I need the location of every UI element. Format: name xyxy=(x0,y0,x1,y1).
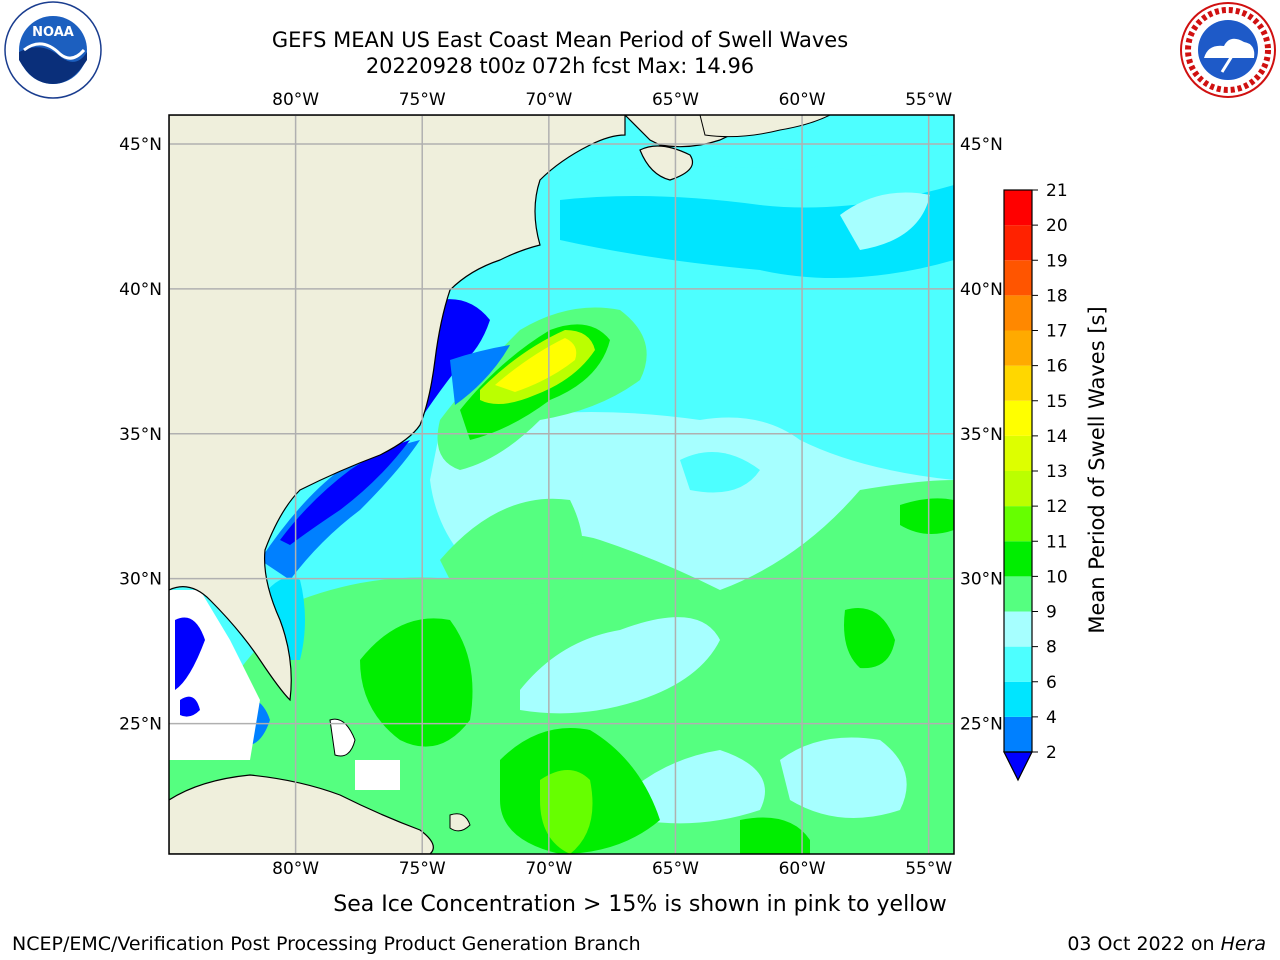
colorbar-segment xyxy=(1004,330,1032,366)
lon-label-bottom: 75°W xyxy=(399,859,446,879)
colorbar-segment xyxy=(1004,471,1032,507)
lat-label-right: 25°N xyxy=(960,715,1003,735)
colorbar-segment xyxy=(1004,365,1032,401)
lat-label-left: 35°N xyxy=(119,425,162,445)
colorbar-tick-label: 10 xyxy=(1046,567,1068,587)
land-cuba xyxy=(169,774,434,854)
colorbar-segment xyxy=(1004,506,1032,542)
noaa-logo-text: NOAA xyxy=(32,25,74,40)
colorbar-tick-label: 8 xyxy=(1046,638,1057,658)
colorbar-tick-label: 13 xyxy=(1046,462,1068,482)
colorbar-segment xyxy=(1004,400,1032,436)
lat-label-left: 40°N xyxy=(119,280,162,300)
axis-tick-labels: 80°W 80°W 75°W 75°W 70°W 70°W 65°W 65°W 60°W 60°W… xyxy=(119,90,1003,879)
colorbar-label: Mean Period of Swell Waves [s] xyxy=(1085,306,1109,633)
lon-label-bottom: 65°W xyxy=(652,859,699,879)
nws-logo xyxy=(1180,2,1276,98)
gridlines xyxy=(169,115,954,854)
map-frame xyxy=(168,114,955,855)
lon-label-top: 55°W xyxy=(905,90,952,110)
chart-title: GEFS MEAN US East Coast Mean Period of S… xyxy=(271,28,849,52)
lat-label-right: 40°N xyxy=(960,280,1003,300)
colorbar-segment xyxy=(1004,295,1032,331)
colorbar-segment xyxy=(1004,225,1032,261)
colorbar-segment xyxy=(1004,541,1032,577)
colorbar-tick-label: 4 xyxy=(1046,708,1057,728)
colorbar-tick-label: 14 xyxy=(1046,427,1068,447)
machine-name: Hera xyxy=(1220,933,1266,955)
swell-max-core xyxy=(495,338,577,392)
noaa-logo: NOAA xyxy=(4,1,102,99)
green-patch-bahamas xyxy=(360,618,473,747)
lon-label-bottom: 55°W xyxy=(905,859,952,879)
colorbar-tick-label: 17 xyxy=(1046,322,1068,342)
colorbar-segment xyxy=(1004,435,1032,471)
colorbar-tick-label: 20 xyxy=(1046,216,1068,236)
lat-label-right: 30°N xyxy=(960,570,1003,590)
lon-label-top: 65°W xyxy=(652,90,699,110)
lon-label-bottom: 60°W xyxy=(779,859,826,879)
colorbar-tick-label: 6 xyxy=(1046,673,1057,693)
colorbar-tick-label: 19 xyxy=(1046,251,1068,271)
lon-label-top: 70°W xyxy=(525,90,572,110)
colorbar-tick-label: 21 xyxy=(1046,181,1068,201)
lat-label-left: 45°N xyxy=(119,135,162,155)
lat-label-right: 35°N xyxy=(960,425,1003,445)
sea-ice-note: Sea Ice Concentration > 15% is shown in … xyxy=(333,892,947,917)
chart-subtitle: 20220928 t00z 072h fcst Max: 14.96 xyxy=(365,54,755,78)
date-text: 03 Oct 2022 on xyxy=(1067,933,1215,955)
colorbar-segment xyxy=(1004,646,1032,682)
lon-label-top: 60°W xyxy=(779,90,826,110)
colorbar-tick-label: 2 xyxy=(1046,743,1057,763)
colorbar-tick-label: 15 xyxy=(1046,392,1068,412)
colorbar-segment xyxy=(1004,681,1032,717)
lon-label-bottom: 80°W xyxy=(272,859,319,879)
colorbar-segment xyxy=(1004,716,1032,752)
lon-label-top: 75°W xyxy=(399,90,446,110)
branch-credit: NCEP/EMC/Verification Post Processing Pr… xyxy=(12,933,641,955)
colorbar: 2 4 6 8 9 10 11 12 13 14 15 16 17 18 19 20 21 xyxy=(1003,181,1068,782)
lat-label-right: 45°N xyxy=(960,135,1003,155)
lon-label-top: 80°W xyxy=(272,90,319,110)
date-line: 03 Oct 2022 on Hera xyxy=(1067,933,1266,955)
colorbar-tick-label: 12 xyxy=(1046,497,1068,517)
colorbar-tick-label: 16 xyxy=(1046,357,1068,377)
colorbar-segment xyxy=(1004,190,1032,226)
colorbar-segment xyxy=(1004,611,1032,647)
colorbar-tick-label: 9 xyxy=(1046,603,1057,623)
lat-label-left: 25°N xyxy=(119,715,162,735)
colorbar-tick-label: 18 xyxy=(1046,286,1068,306)
lat-label-left: 30°N xyxy=(119,570,162,590)
colorbar-tick-label: 11 xyxy=(1046,532,1068,552)
colorbar-segment xyxy=(1004,576,1032,612)
colorbar-segment xyxy=(1004,260,1032,296)
lon-label-bottom: 70°W xyxy=(525,859,572,879)
colorbar-extend-triangle xyxy=(1003,751,1033,782)
